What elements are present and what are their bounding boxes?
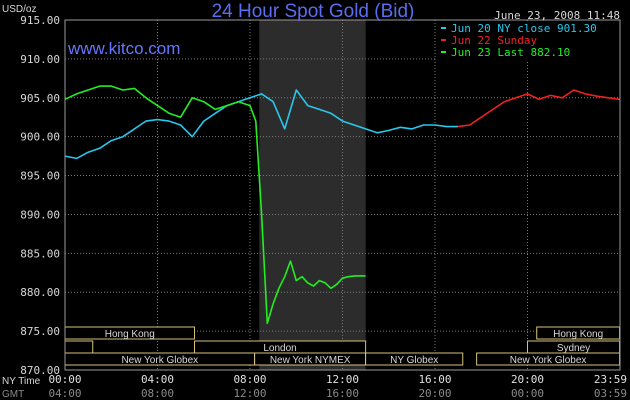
legend-box (436, 22, 618, 60)
session-bar (365, 352, 464, 366)
legend-swatch (441, 51, 446, 53)
session-label: Sydney (557, 343, 590, 354)
x-tick-label-ny: 12:00 (326, 373, 359, 386)
x-tick-label-gmt: 00:00 (511, 387, 544, 400)
x-tick-label-gmt: 04:00 (48, 387, 81, 400)
y-tick-label: 910.00 (20, 53, 60, 66)
y-tick-label: 885.00 (20, 247, 60, 260)
timestamp: June 23, 2008 11:48 (494, 9, 620, 22)
y-tick-label: 875.00 (20, 325, 60, 338)
chart-title: 24 Hour Spot Gold (Bid) (212, 1, 415, 22)
y-tick-label: 900.00 (20, 131, 60, 144)
highlighted-session-region (259, 20, 366, 370)
session-label: New York Globex (510, 355, 587, 366)
y-tick-label: 880.00 (20, 286, 60, 299)
series-line-jun-23 (64, 85, 366, 325)
x-tick-label-ny: 08:00 (233, 373, 266, 386)
x-tick-label-gmt: 08:00 (141, 387, 174, 400)
session-label: Hong Kong (553, 329, 603, 340)
x-tick-label-ny: 16:00 (418, 373, 451, 386)
website-label: www.kitco.com (67, 39, 180, 58)
x-tick-label-gmt: 03:59 (594, 387, 627, 400)
legend-entry: Jun 22 Sunday (451, 34, 537, 47)
legend-entry: Jun 20 NY close 901.30 (451, 22, 597, 35)
y-tick-label: 905.00 (20, 92, 60, 105)
x-tick-label-ny: 00:00 (48, 373, 81, 386)
legend-swatch (441, 39, 446, 41)
series-line-jun-22 (457, 89, 620, 128)
series-line-jun-20 (64, 89, 459, 160)
x-tick-label-ny: 23:59 (594, 373, 627, 386)
session-label: London (263, 343, 296, 354)
y-axis-label: USD/oz (2, 4, 36, 15)
x-tick-label-gmt: 16:00 (326, 387, 359, 400)
y-tick-label: 895.00 (20, 170, 60, 183)
session-label: New York Globex (121, 355, 198, 366)
session-label: Hong Kong (105, 329, 155, 340)
session-label: New York NYMEX (270, 355, 351, 366)
legend-entry: Jun 23 Last 882.10 (451, 46, 570, 59)
plot-frame (64, 19, 621, 371)
y-tick-label: 870.00 (20, 364, 60, 377)
y-tick-label: 915.00 (20, 14, 60, 27)
session-bar (64, 340, 94, 354)
ny-time-row-label: NY Time (2, 376, 41, 387)
y-tick-label: 890.00 (20, 208, 60, 221)
x-tick-label-gmt: 20:00 (418, 387, 451, 400)
gmt-row-label: GMT (2, 389, 24, 400)
x-tick-label-gmt: 12:00 (233, 387, 266, 400)
x-tick-label-ny: 20:00 (511, 373, 544, 386)
x-tick-label-ny: 04:00 (141, 373, 174, 386)
legend-swatch (441, 27, 446, 29)
session-label: NY Globex (390, 355, 438, 366)
